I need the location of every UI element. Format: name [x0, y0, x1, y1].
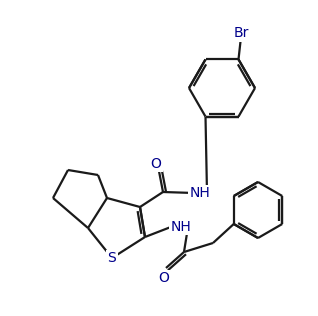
Text: O: O	[159, 271, 169, 285]
Text: S: S	[107, 251, 116, 265]
Text: Br: Br	[234, 27, 249, 40]
Text: NH: NH	[190, 186, 211, 200]
Text: O: O	[150, 157, 162, 171]
Text: NH: NH	[171, 220, 191, 234]
